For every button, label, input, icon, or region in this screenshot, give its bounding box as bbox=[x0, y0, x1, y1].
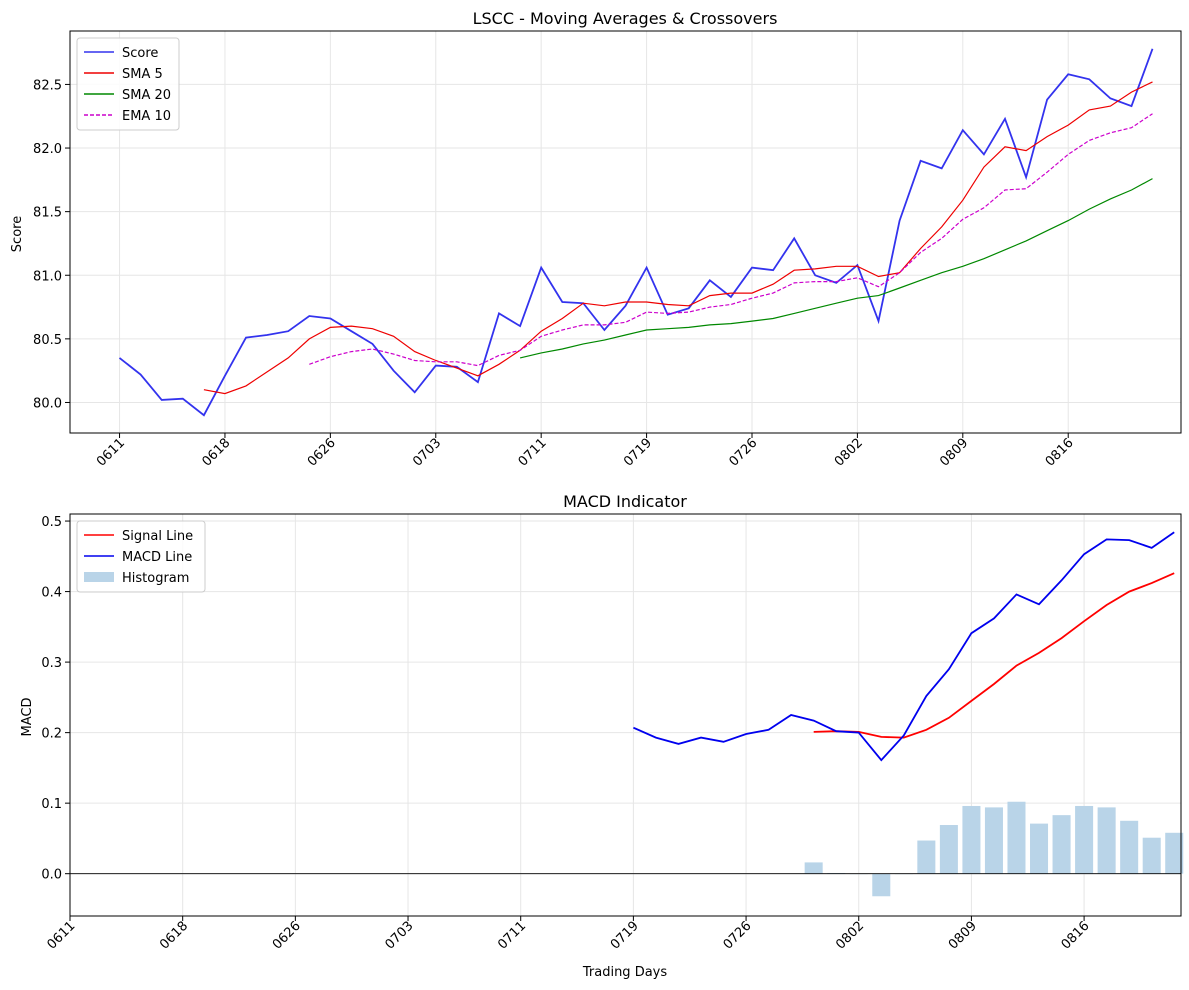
series-line-signal-line bbox=[813, 572, 1175, 739]
histogram-bar bbox=[939, 825, 958, 874]
x-tick-label: 0816 bbox=[1043, 436, 1077, 470]
x-tick-label: 0809 bbox=[937, 436, 971, 470]
y-tick-label: 0.1 bbox=[41, 797, 62, 812]
y-tick-label: 81.5 bbox=[33, 206, 62, 221]
y-tick-label: 80.0 bbox=[33, 396, 62, 411]
macd-chart-series bbox=[70, 531, 1184, 897]
macd-chart-title: MACD Indicator bbox=[563, 492, 687, 511]
ma-chart: LSCC - Moving Averages & Crossovers Scor… bbox=[10, 9, 1182, 470]
x-tick-label: 0711 bbox=[516, 436, 550, 470]
series-line-score bbox=[118, 48, 1154, 417]
x-tick-label: 0802 bbox=[832, 436, 866, 470]
macd-chart-legend: Signal Line MACD Line Histogram bbox=[76, 520, 206, 593]
histogram-bar bbox=[1097, 807, 1116, 874]
ma-chart-legend: Score SMA 5 SMA 20 EMA 10 bbox=[76, 37, 180, 131]
ma-chart-ylabel: Score bbox=[10, 216, 25, 252]
macd-chart-frame bbox=[69, 513, 1182, 917]
histogram-bar bbox=[917, 840, 936, 874]
y-tick-label: 0.4 bbox=[41, 586, 62, 601]
histogram-bar bbox=[962, 805, 981, 874]
x-tick-label: 0809 bbox=[946, 919, 980, 953]
x-tick-label: 0802 bbox=[833, 919, 867, 953]
ma-chart-grid bbox=[70, 31, 1181, 433]
legend-label: EMA 10 bbox=[122, 109, 171, 124]
x-tick-label: 0816 bbox=[1059, 919, 1093, 953]
y-tick-label: 82.5 bbox=[33, 78, 62, 93]
legend-box bbox=[76, 37, 180, 131]
y-tick-label: 0.5 bbox=[41, 515, 62, 530]
macd-chart-xlabel: Trading Days bbox=[582, 965, 667, 980]
legend-label: MACD Line bbox=[122, 550, 192, 565]
macd-chart-ylabel: MACD bbox=[20, 698, 35, 737]
series-line-sma-20 bbox=[519, 178, 1153, 359]
x-tick-label: 0703 bbox=[383, 919, 417, 953]
histogram-bar bbox=[1120, 820, 1139, 874]
histogram-bar bbox=[1030, 823, 1049, 874]
x-tick-label: 0618 bbox=[157, 919, 191, 953]
histogram-bar bbox=[1165, 832, 1184, 874]
histogram-bar bbox=[804, 862, 823, 874]
x-tick-label: 0611 bbox=[44, 919, 78, 953]
y-tick-label: 80.5 bbox=[33, 333, 62, 348]
series-line-sma-5 bbox=[203, 81, 1153, 395]
x-tick-label: 0711 bbox=[495, 919, 529, 953]
legend-label: SMA 20 bbox=[122, 88, 171, 103]
legend-label: Score bbox=[122, 46, 158, 61]
x-tick-label: 0726 bbox=[726, 436, 760, 470]
histogram-bar bbox=[984, 807, 1003, 874]
x-tick-label: 0726 bbox=[721, 919, 755, 953]
legend-swatch bbox=[84, 572, 114, 582]
series-line-macd-line bbox=[633, 531, 1175, 762]
series-line-ema-10 bbox=[309, 113, 1153, 367]
y-tick-label: 0.2 bbox=[41, 727, 62, 742]
x-tick-label: 0719 bbox=[608, 919, 642, 953]
x-tick-label: 0611 bbox=[94, 436, 128, 470]
legend-label: SMA 5 bbox=[122, 67, 163, 82]
y-tick-label: 0.0 bbox=[41, 868, 62, 883]
x-tick-label: 0626 bbox=[305, 436, 339, 470]
histogram-bar bbox=[872, 873, 891, 897]
ma-chart-series bbox=[118, 48, 1154, 417]
x-tick-label: 0626 bbox=[270, 919, 304, 953]
x-tick-label: 0719 bbox=[621, 436, 655, 470]
histogram-bar bbox=[1075, 805, 1094, 874]
y-tick-label: 81.0 bbox=[33, 269, 62, 284]
legend-label: Signal Line bbox=[122, 529, 193, 544]
histogram-bar bbox=[1142, 837, 1161, 874]
histogram-bar bbox=[1007, 801, 1026, 874]
y-tick-label: 82.0 bbox=[33, 142, 62, 157]
macd-chart: MACD Indicator MACD Trading Days 0.0 0.1 0… bbox=[20, 492, 1184, 980]
y-tick-label: 0.3 bbox=[41, 656, 62, 671]
legend-label: Histogram bbox=[122, 571, 189, 586]
ma-chart-ticks: 80.0 80.5 81.0 81.5 82.0 82.5 0611 0618 0626 0703… bbox=[33, 78, 1077, 469]
x-tick-label: 0703 bbox=[410, 436, 444, 470]
ma-chart-frame bbox=[69, 30, 1182, 434]
x-tick-label: 0618 bbox=[199, 436, 233, 470]
ma-chart-title: LSCC - Moving Averages & Crossovers bbox=[473, 9, 778, 28]
histogram-bar bbox=[1052, 815, 1071, 874]
